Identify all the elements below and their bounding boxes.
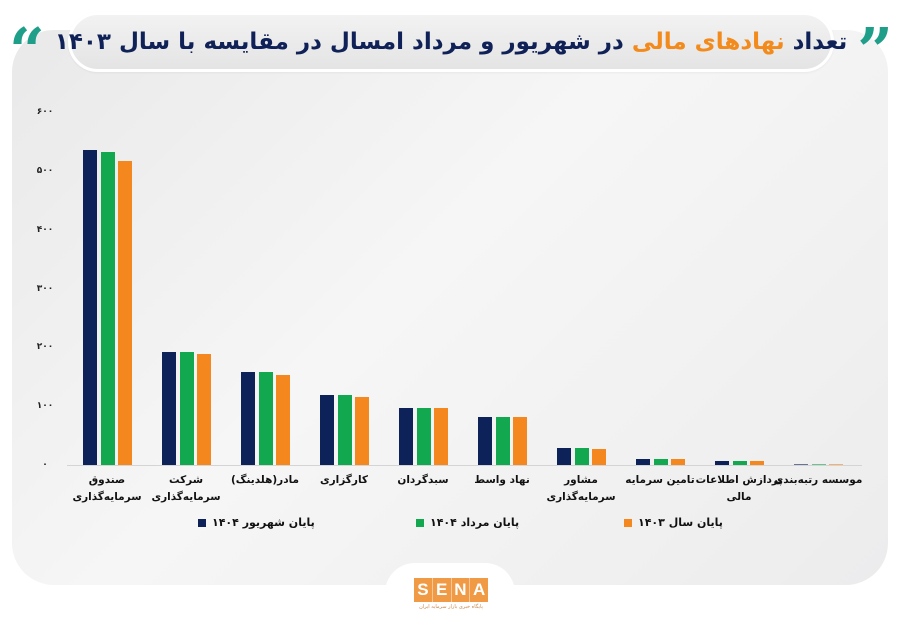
quote-close-icon: “ bbox=[9, 14, 45, 87]
bar bbox=[258, 372, 273, 465]
y-tick-label: ۵۰۰ bbox=[36, 165, 54, 176]
x-axis-baseline bbox=[67, 465, 862, 466]
bar bbox=[794, 463, 808, 465]
bar bbox=[495, 416, 510, 465]
logo-letter: A bbox=[470, 578, 488, 602]
title-highlight: نهادهای مالی bbox=[631, 29, 785, 55]
bar bbox=[320, 394, 334, 465]
bar bbox=[671, 459, 685, 465]
y-tick-label: ۰ bbox=[42, 460, 48, 470]
logo-letter: N bbox=[451, 578, 471, 602]
bar bbox=[715, 460, 729, 465]
bar bbox=[750, 460, 764, 465]
legend-label: پایان سال ۱۴۰۳ bbox=[638, 516, 723, 529]
bar bbox=[434, 407, 448, 465]
legend-swatch-icon bbox=[624, 518, 632, 527]
bar bbox=[557, 447, 571, 465]
x-category-label: مشاور سرمایه‌گذاری bbox=[546, 474, 616, 503]
bar bbox=[653, 459, 668, 465]
bar bbox=[513, 416, 527, 465]
title-part-2: در شهریور و مرداد امسال در مقایسه با سال… bbox=[54, 29, 624, 55]
quote-open-icon: ” bbox=[857, 14, 893, 87]
legend-label: پایان مرداد ۱۴۰۴ bbox=[430, 516, 520, 529]
bar bbox=[179, 352, 194, 465]
bar bbox=[83, 149, 97, 465]
y-tick-label: ۲۰۰ bbox=[36, 342, 54, 353]
legend-swatch-icon bbox=[416, 518, 424, 527]
x-category-label: سبدگردان bbox=[397, 474, 449, 486]
bar bbox=[399, 407, 413, 465]
legend-label: پایان شهریور ۱۴۰۴ bbox=[212, 516, 315, 529]
x-category-label: نهاد واسط bbox=[474, 474, 530, 486]
x-category-label: صندوق سرمایه‌گذاری bbox=[72, 474, 142, 503]
bar bbox=[732, 460, 747, 465]
bar bbox=[162, 352, 176, 465]
bar bbox=[574, 447, 589, 465]
x-category-label: تامین سرمایه bbox=[625, 474, 695, 486]
x-category-label: مادر(هلدینگ) bbox=[230, 474, 300, 486]
x-category-label: موسسه رتبه‌بندی bbox=[773, 474, 863, 486]
bar bbox=[829, 463, 843, 465]
chart-title: تعداد نهادهای مالی در شهریور و مرداد امس… bbox=[55, 29, 847, 55]
x-category-label: کارگزاری bbox=[320, 474, 368, 486]
bar bbox=[118, 160, 132, 465]
logo-subtitle: پایگاه خبری بازار سرمایه ایران bbox=[419, 604, 483, 610]
legend-swatch-icon bbox=[198, 518, 206, 527]
logo-letter: E bbox=[432, 578, 452, 602]
logo-letter: S bbox=[414, 578, 433, 602]
bar bbox=[592, 449, 606, 465]
bar bbox=[241, 372, 255, 465]
title-part-1: تعداد bbox=[792, 29, 848, 55]
bar bbox=[276, 374, 290, 465]
y-tick-label: ۱۰۰ bbox=[36, 401, 54, 412]
bar bbox=[416, 407, 431, 465]
y-tick-label: ۶۰۰ bbox=[36, 107, 54, 117]
y-tick-label: ۴۰۰ bbox=[36, 224, 54, 235]
bar bbox=[811, 463, 826, 465]
title-banner: ” تعداد نهادهای مالی در شهریور و مرداد ا… bbox=[9, 12, 893, 82]
bar bbox=[197, 353, 211, 465]
legend-item: پایان شهریور ۱۴۰۴ bbox=[198, 516, 315, 529]
bar bbox=[636, 459, 650, 465]
legend-item: پایان مرداد ۱۴۰۴ bbox=[416, 516, 519, 529]
x-category-label: شرکت سرمایه‌گذاری bbox=[151, 474, 221, 503]
bar bbox=[100, 152, 115, 465]
bar bbox=[355, 396, 369, 465]
chart-card bbox=[12, 30, 888, 585]
bar bbox=[337, 394, 352, 465]
legend-item: پایان سال ۱۴۰۳ bbox=[624, 516, 723, 529]
y-tick-label: ۳۰۰ bbox=[36, 283, 54, 294]
x-category-label: پردازش اطلاعات مالی bbox=[695, 474, 783, 503]
bar bbox=[478, 416, 492, 465]
